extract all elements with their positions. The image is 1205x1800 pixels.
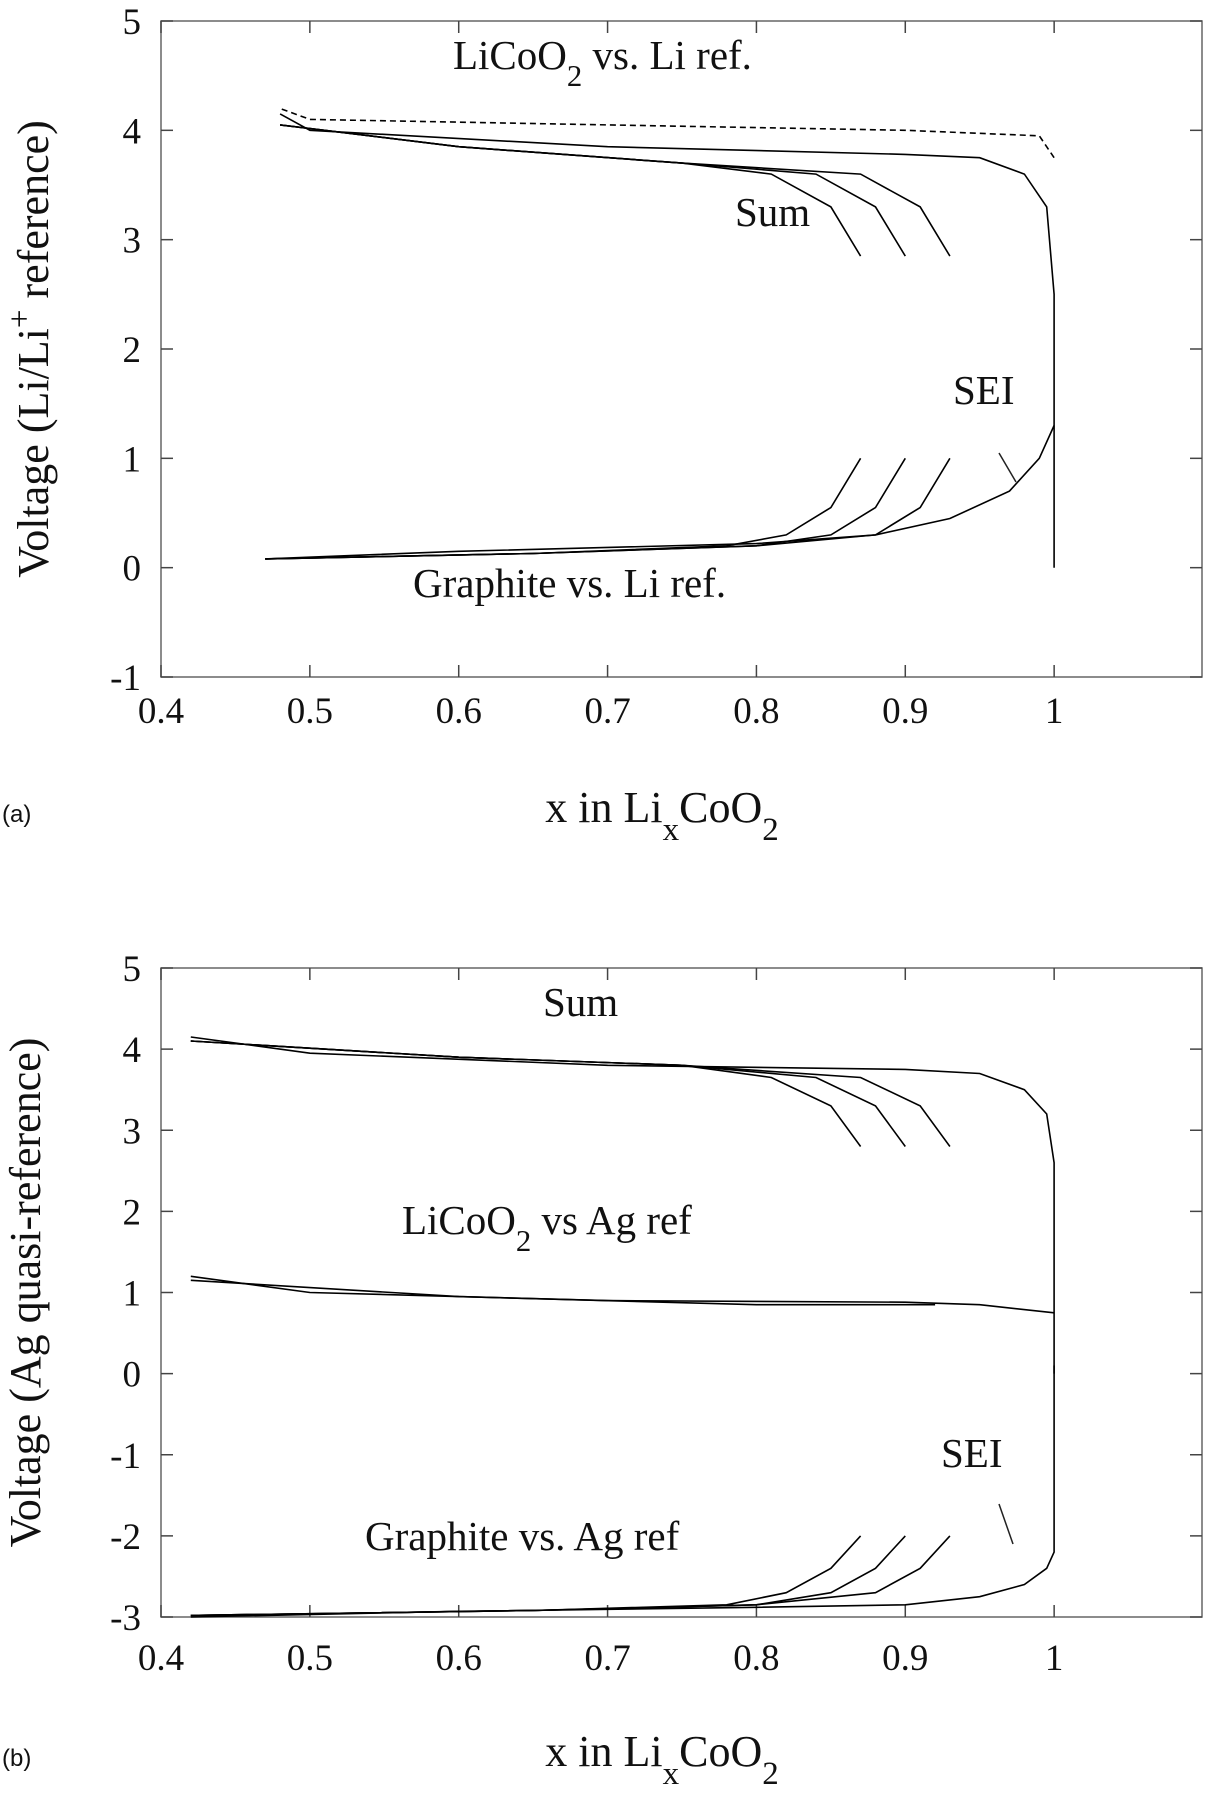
curve [280, 124, 906, 257]
text-part: Voltage (Ag quasi-reference) [1, 1038, 50, 1548]
text-part: 2 [762, 812, 779, 848]
x-tick-label: 0.6 [436, 691, 482, 732]
annotation: Sum [543, 979, 618, 1025]
x-tick-label: 0.5 [287, 691, 333, 732]
curve [190, 1535, 862, 1617]
text-part: SEI [941, 1430, 1003, 1476]
y-tick-label: 0 [123, 1355, 142, 1396]
x-tick-label: 0.9 [882, 1638, 928, 1679]
text-part: SEI [953, 367, 1015, 413]
text-part: 2 [567, 59, 582, 93]
text-part: vs Ag ref [531, 1197, 692, 1243]
y-tick-label: 4 [123, 1030, 142, 1071]
text-part: vs. Li ref. [582, 32, 752, 78]
y-tick-label: -2 [110, 1517, 141, 1558]
y-tick-label: 3 [123, 1111, 142, 1152]
text-part: x [663, 1756, 680, 1792]
leader-line [998, 1503, 1014, 1545]
y-tick-label: 4 [123, 111, 142, 152]
annotation: Graphite vs. Li ref. [413, 560, 726, 606]
text-part: x in Li [545, 783, 662, 832]
y-tick-label: -1 [110, 1436, 141, 1477]
text-part: x in Li [545, 1727, 662, 1776]
curve [279, 113, 1055, 568]
text-part: 2 [516, 1224, 531, 1258]
y-axis-label: Voltage (Li/Li+ reference) [2, 120, 58, 578]
x-axis-label: x in LixCoO2 [545, 783, 778, 848]
text-part: CoO [679, 783, 762, 832]
curve [265, 425, 1055, 560]
curve [265, 457, 951, 560]
text-part: reference) [9, 120, 58, 309]
text-part: Sum [735, 189, 810, 235]
x-tick-label: 0.8 [733, 691, 779, 732]
x-tick-label: 0.5 [287, 1638, 333, 1679]
y-tick-label: -3 [110, 1598, 141, 1639]
x-tick-label: 1 [1045, 1638, 1064, 1679]
x-axis-label: x in LixCoO2 [545, 1727, 778, 1792]
curve [279, 107, 1055, 159]
x-tick-label: 0.8 [733, 1638, 779, 1679]
y-tick-label: 2 [123, 1192, 142, 1233]
panel-label: (a) [2, 801, 31, 828]
annotation: SEI [941, 1430, 1003, 1476]
panel-label: (b) [2, 1745, 31, 1772]
x-tick-label: 0.4 [138, 1638, 184, 1679]
curve [190, 1040, 951, 1147]
x-tick-label: 1 [1045, 691, 1064, 732]
text-part: Graphite vs. Ag ref [365, 1513, 680, 1559]
curve [190, 1365, 1055, 1618]
x-tick-label: 0.4 [138, 691, 184, 732]
x-tick-label: 0.7 [584, 1638, 630, 1679]
curve [265, 457, 906, 560]
y-tick-label: 3 [123, 221, 142, 262]
annotation: SEI [953, 367, 1015, 413]
curve [190, 1036, 1055, 1374]
curve [190, 1040, 862, 1147]
y-tick-label: 5 [123, 2, 142, 43]
y-tick-label: 5 [123, 949, 142, 990]
y-tick-label: 0 [123, 549, 142, 590]
curve [190, 1275, 1055, 1314]
text-part: Voltage (Li/Li [9, 328, 58, 578]
y-tick-label: 1 [123, 439, 142, 480]
x-tick-label: 0.6 [436, 1638, 482, 1679]
text-part: x [663, 812, 680, 848]
text-part: + [2, 309, 38, 328]
annotation: Sum [735, 189, 810, 235]
x-tick-label: 0.9 [882, 691, 928, 732]
annotation: LiCoO2 vs Ag ref [402, 1197, 692, 1258]
curve [190, 1040, 906, 1147]
y-axis-label: Voltage (Ag quasi-reference) [1, 1038, 50, 1548]
text-part: CoO [679, 1727, 762, 1776]
text-part: 2 [762, 1756, 779, 1792]
text-part: LiCoO [453, 32, 567, 78]
curve [265, 457, 862, 560]
text-part: LiCoO [402, 1197, 516, 1243]
x-tick-label: 0.7 [584, 691, 630, 732]
y-tick-label: 2 [123, 330, 142, 371]
curve [190, 1279, 936, 1306]
leader-line [998, 452, 1017, 483]
text-part: Sum [543, 979, 618, 1025]
annotation: Graphite vs. Ag ref [365, 1513, 680, 1559]
annotation: LiCoO2 vs. Li ref. [453, 32, 752, 93]
y-tick-label: -1 [110, 658, 141, 699]
text-part: Graphite vs. Li ref. [413, 560, 726, 606]
curve [280, 124, 862, 257]
y-tick-label: 1 [123, 1274, 142, 1315]
